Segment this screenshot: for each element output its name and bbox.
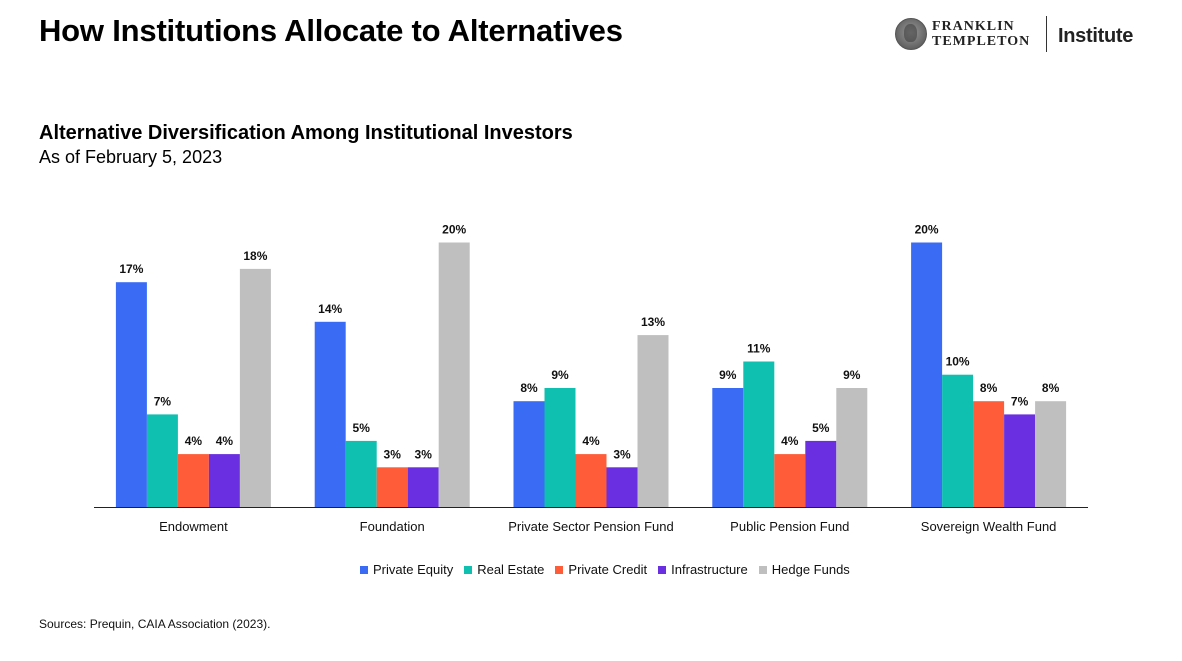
x-tick-label: Foundation <box>360 519 425 534</box>
chart-subtitle: As of February 5, 2023 <box>39 147 223 167</box>
bar-endowment-hedge-funds <box>239 268 271 507</box>
brand-logo: FRANKLIN TEMPLETON Institute <box>895 16 1155 54</box>
data-label: 4% <box>781 434 799 448</box>
data-label: 20% <box>915 223 939 237</box>
data-label: 9% <box>719 368 737 382</box>
data-label: 8% <box>980 381 998 395</box>
legend-swatch <box>464 565 473 574</box>
bar-foundation-hedge-funds <box>438 242 470 507</box>
bar-public-pension-fund-private-credit <box>774 454 806 507</box>
bar-sovereign-wealth-fund-real-estate <box>942 374 974 507</box>
bar-public-pension-fund-private-equity <box>712 388 744 507</box>
data-label: 5% <box>812 421 830 435</box>
legend-swatch <box>555 565 564 574</box>
data-label: 4% <box>582 434 600 448</box>
legend-swatch <box>360 565 368 574</box>
bar-sovereign-wealth-fund-hedge-funds <box>1035 401 1067 507</box>
brand-institute-label: Institute <box>1058 25 1134 47</box>
bar-public-pension-fund-infrastructure <box>805 440 837 507</box>
data-label: 7% <box>1011 394 1029 408</box>
source-note: Sources: Prequin, CAIA Association (2023… <box>39 617 271 631</box>
data-label: 5% <box>353 421 371 435</box>
legend-label: Infrastructure <box>671 562 748 577</box>
bar-private-sector-pension-fund-private-equity <box>513 401 545 507</box>
data-label: 11% <box>747 342 771 356</box>
data-label: 4% <box>216 434 234 448</box>
bar-sovereign-wealth-fund-infrastructure <box>1004 414 1036 507</box>
x-tick-label: Sovereign Wealth Fund <box>921 519 1057 534</box>
bar-foundation-infrastructure <box>407 467 439 507</box>
bar-endowment-real-estate <box>146 414 178 507</box>
x-tick-label: Private Sector Pension Fund <box>508 519 673 534</box>
x-tick-label: Public Pension Fund <box>730 519 849 534</box>
bar-private-sector-pension-fund-real-estate <box>544 388 576 507</box>
bar-endowment-private-equity <box>115 282 147 507</box>
data-label: 10% <box>946 355 970 369</box>
brand-divider <box>1046 16 1047 52</box>
bar-foundation-real-estate <box>345 440 377 507</box>
legend-item-real-estate: Real Estate <box>464 562 544 577</box>
legend-item-private-credit: Private Credit <box>555 562 647 577</box>
brand-seal-icon <box>895 18 927 50</box>
data-label: 9% <box>843 368 861 382</box>
bar-foundation-private-equity <box>314 321 346 507</box>
data-label: 14% <box>318 302 342 316</box>
brand-name-line2: TEMPLETON <box>932 34 1031 49</box>
data-label: 3% <box>415 447 433 461</box>
legend-label: Private Credit <box>568 562 648 577</box>
data-label: 3% <box>384 447 402 461</box>
bar-public-pension-fund-hedge-funds <box>836 388 868 507</box>
chart-legend: Private Equity Real Estate Private Credit I… <box>360 562 861 577</box>
legend-swatch <box>658 565 667 574</box>
chart-title: Alternative Diversification Among Instit… <box>39 122 573 144</box>
bar-sovereign-wealth-fund-private-credit <box>973 401 1005 507</box>
data-label: 13% <box>641 315 665 329</box>
bar-foundation-private-credit <box>376 467 408 507</box>
legend-label: Hedge Funds <box>771 562 850 577</box>
legend-label: Real Estate <box>477 562 545 577</box>
bar-sovereign-wealth-fund-private-equity <box>911 242 943 507</box>
brand-name-line1: FRANKLIN <box>932 19 1015 34</box>
data-label: 3% <box>613 447 631 461</box>
legend-item-infrastructure: Infrastructure <box>658 562 748 577</box>
page-title: How Institutions Allocate to Alternative… <box>39 13 623 48</box>
bar-endowment-infrastructure <box>208 454 240 507</box>
legend-label: Private Equity <box>373 562 454 577</box>
bar-endowment-private-credit <box>177 454 209 507</box>
bar-private-sector-pension-fund-private-credit <box>575 454 607 507</box>
data-label: 8% <box>520 381 538 395</box>
x-tick-label: Endowment <box>159 519 228 534</box>
bar-private-sector-pension-fund-hedge-funds <box>637 335 669 507</box>
data-label: 9% <box>551 368 569 382</box>
bar-private-sector-pension-fund-infrastructure <box>606 467 638 507</box>
legend-item-private-equity: Private Equity <box>360 562 453 577</box>
data-label: 7% <box>154 394 172 408</box>
legend-item-hedge-funds: Hedge Funds <box>758 562 850 577</box>
data-label: 20% <box>442 223 466 237</box>
bar-public-pension-fund-real-estate <box>743 361 775 507</box>
data-label: 4% <box>185 434 203 448</box>
data-label: 8% <box>1042 381 1060 395</box>
data-label: 18% <box>243 249 267 263</box>
legend-swatch <box>758 565 767 574</box>
data-label: 17% <box>119 262 143 276</box>
